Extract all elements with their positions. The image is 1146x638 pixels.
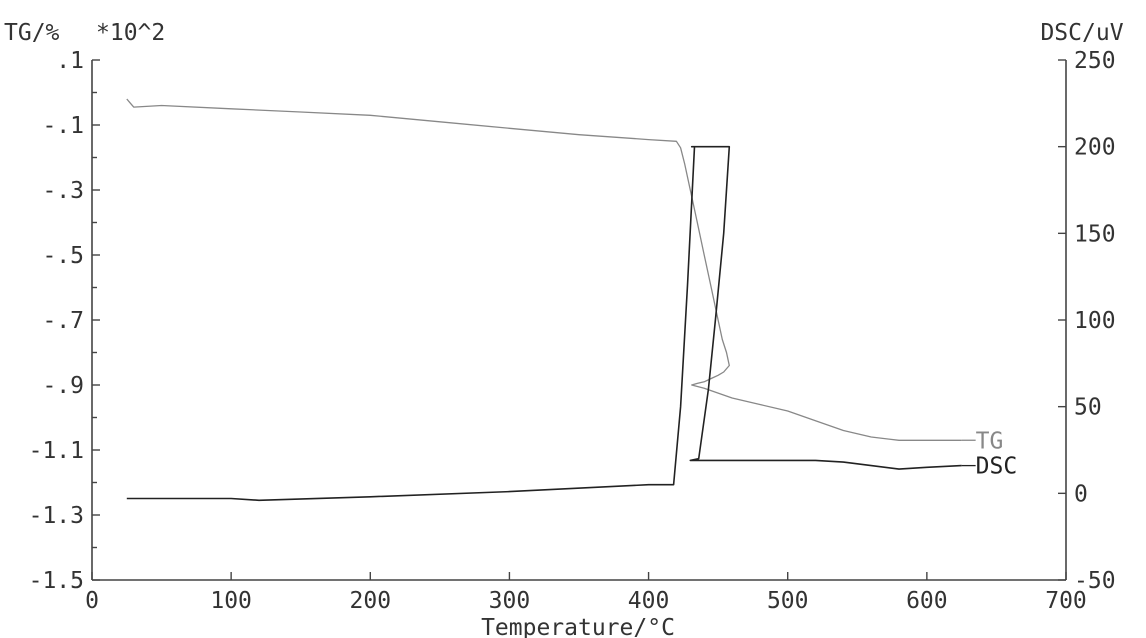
right-y-tick-label: 150 [1074, 221, 1116, 247]
x-tick-label: 400 [628, 588, 670, 614]
series-label-tg: TG [976, 428, 1004, 454]
x-tick-label: 700 [1045, 588, 1087, 614]
x-tick-label: 0 [85, 588, 99, 614]
right-y-tick-label: 0 [1074, 481, 1088, 507]
left-y-tick-label: -.9 [42, 373, 84, 399]
left-y-tick-label: -1.5 [29, 568, 84, 594]
left-axis-title: TG/% [4, 20, 60, 46]
left-y-tick-label: .1 [56, 48, 84, 74]
left-y-tick-label: -.3 [42, 178, 84, 204]
left-y-tick-label: -1.1 [29, 438, 84, 464]
right-axis-title: DSC/uV [1040, 20, 1123, 46]
left-y-tick-label: -.1 [42, 113, 84, 139]
x-tick-label: 200 [350, 588, 392, 614]
series-line-tg [126, 98, 962, 441]
left-y-tick-label: -1.3 [29, 503, 84, 529]
x-axis-title: Temperature/°C [481, 615, 675, 638]
x-tick-label: 100 [210, 588, 252, 614]
series-line-dsc [126, 145, 962, 502]
series-label-dsc: DSC [976, 454, 1018, 480]
x-tick-label: 500 [767, 588, 809, 614]
ticks-layer: 0 100 200 300 400 500 600 700.1-.1-.3-.5-.7-.9-… [29, 48, 1116, 614]
left-axis-multiplier: *10^2 [96, 20, 165, 46]
x-tick-label: 300 [489, 588, 531, 614]
right-y-tick-label: 200 [1074, 135, 1116, 161]
right-y-tick-label: 100 [1074, 308, 1116, 334]
x-tick-label: 600 [906, 588, 948, 614]
left-y-tick-label: -.7 [42, 308, 84, 334]
right-y-tick-label: -50 [1074, 568, 1116, 594]
left-y-tick-label: -.5 [42, 243, 84, 269]
right-y-tick-label: 250 [1074, 48, 1116, 74]
right-y-tick-label: 50 [1074, 395, 1102, 421]
series-layer [126, 98, 962, 502]
